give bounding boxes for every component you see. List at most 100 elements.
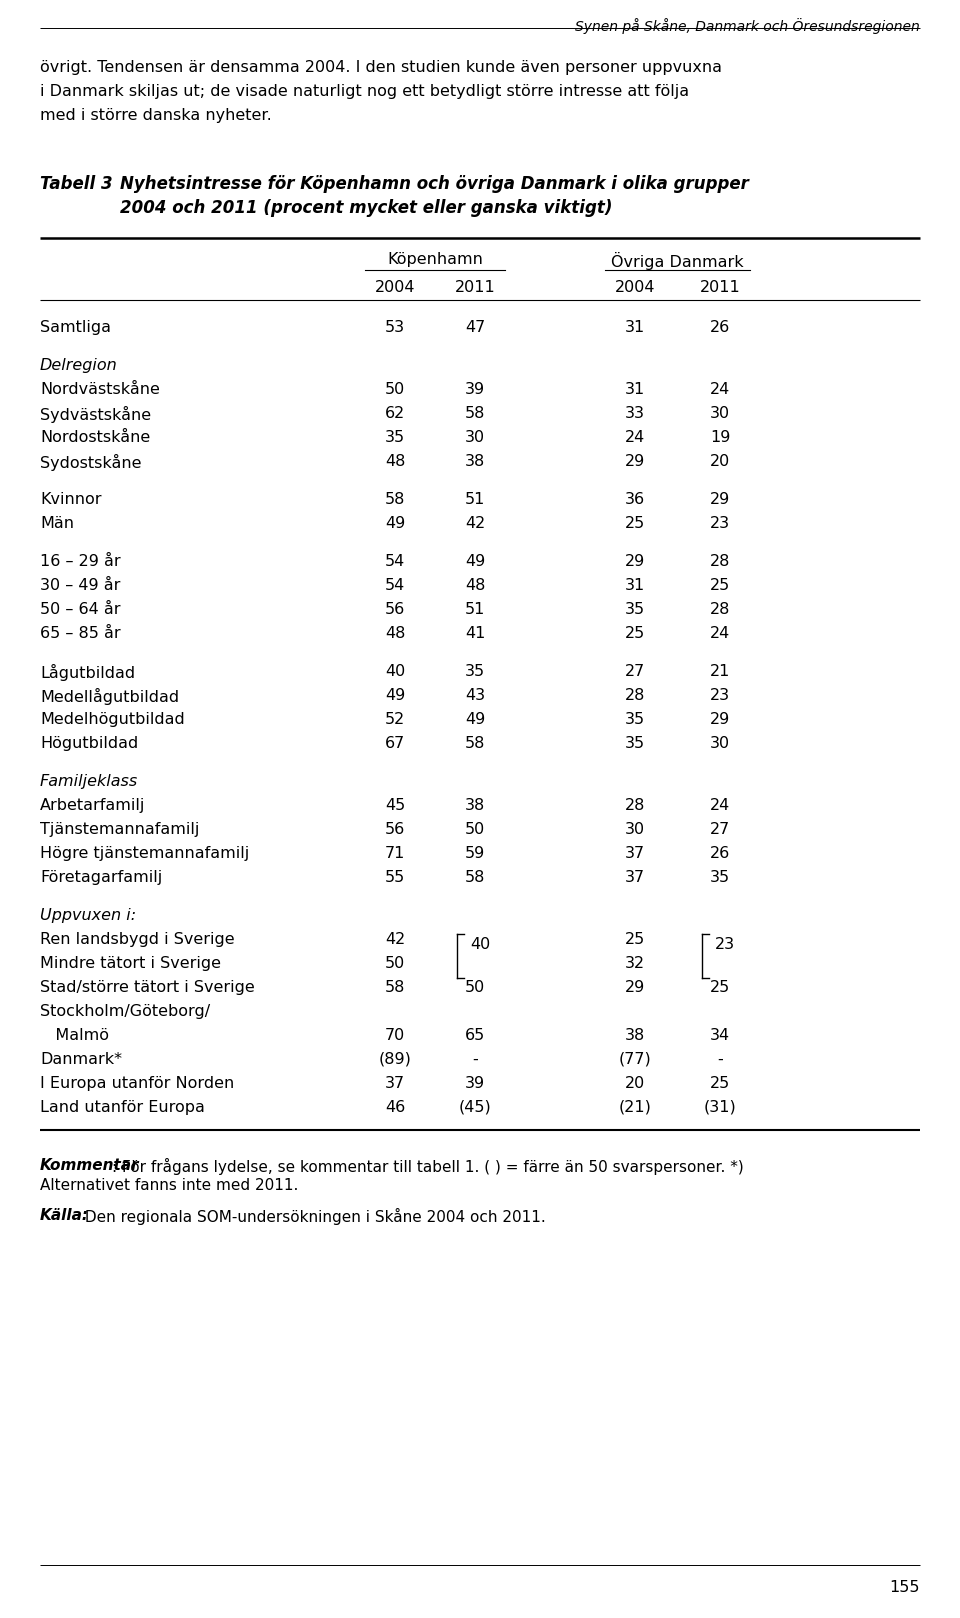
Text: 23: 23 <box>710 516 730 531</box>
Text: 48: 48 <box>385 455 405 469</box>
Text: Synen på Skåne, Danmark och Öresundsregionen: Synen på Skåne, Danmark och Öresundsregi… <box>575 18 920 34</box>
Text: 2004: 2004 <box>614 280 656 294</box>
Text: 2011: 2011 <box>455 280 495 294</box>
Text: Högre tjänstemannafamilj: Högre tjänstemannafamilj <box>40 846 250 861</box>
Text: 26: 26 <box>709 846 731 861</box>
Text: 38: 38 <box>465 455 485 469</box>
Text: 20: 20 <box>709 455 731 469</box>
Text: 35: 35 <box>465 663 485 680</box>
Text: -: - <box>717 1052 723 1066</box>
Text: 21: 21 <box>709 663 731 680</box>
Text: -: - <box>472 1052 478 1066</box>
Text: 25: 25 <box>625 626 645 641</box>
Text: 36: 36 <box>625 492 645 506</box>
Text: 49: 49 <box>385 516 405 531</box>
Text: 67: 67 <box>385 736 405 751</box>
Text: 49: 49 <box>465 712 485 726</box>
Text: (77): (77) <box>618 1052 652 1066</box>
Text: 40: 40 <box>385 663 405 680</box>
Text: 27: 27 <box>625 663 645 680</box>
Text: 30: 30 <box>465 430 485 445</box>
Text: 59: 59 <box>465 846 485 861</box>
Text: (31): (31) <box>704 1100 736 1115</box>
Text: Den regionala SOM-undersökningen i Skåne 2004 och 2011.: Den regionala SOM-undersökningen i Skåne… <box>80 1209 545 1225</box>
Text: 24: 24 <box>709 382 731 396</box>
Text: 54: 54 <box>385 578 405 594</box>
Text: 2011: 2011 <box>700 280 740 294</box>
Text: Högutbildad: Högutbildad <box>40 736 138 751</box>
Text: 30: 30 <box>710 406 730 421</box>
Text: 25: 25 <box>625 932 645 947</box>
Text: Män: Män <box>40 516 74 531</box>
Text: 28: 28 <box>709 602 731 616</box>
Text: 45: 45 <box>385 798 405 812</box>
Text: 35: 35 <box>625 736 645 751</box>
Text: i Danmark skiljas ut; de visade naturligt nog ett betydligt större intresse att : i Danmark skiljas ut; de visade naturlig… <box>40 84 689 99</box>
Text: 29: 29 <box>625 455 645 469</box>
Text: Medelhögutbildad: Medelhögutbildad <box>40 712 184 726</box>
Text: 58: 58 <box>465 870 485 885</box>
Text: Ren landsbygd i Sverige: Ren landsbygd i Sverige <box>40 932 234 947</box>
Text: 28: 28 <box>625 798 645 812</box>
Text: 29: 29 <box>625 981 645 995</box>
Text: 40: 40 <box>469 937 491 951</box>
Text: 65 – 85 år: 65 – 85 år <box>40 626 121 641</box>
Text: 43: 43 <box>465 688 485 702</box>
Text: Land utanför Europa: Land utanför Europa <box>40 1100 204 1115</box>
Text: Lågutbildad: Lågutbildad <box>40 663 135 681</box>
Text: 37: 37 <box>385 1076 405 1091</box>
Text: Köpenhamn: Köpenhamn <box>387 252 483 267</box>
Text: 71: 71 <box>385 846 405 861</box>
Text: 42: 42 <box>385 932 405 947</box>
Text: 25: 25 <box>709 578 731 594</box>
Text: övrigt. Tendensen är densamma 2004. I den studien kunde även personer uppvuxna: övrigt. Tendensen är densamma 2004. I de… <box>40 60 722 74</box>
Text: 37: 37 <box>625 870 645 885</box>
Text: Källa:: Källa: <box>40 1209 89 1223</box>
Text: med i större danska nyheter.: med i större danska nyheter. <box>40 108 272 123</box>
Text: 46: 46 <box>385 1100 405 1115</box>
Text: Tabell 3: Tabell 3 <box>40 175 112 193</box>
Text: 24: 24 <box>709 626 731 641</box>
Text: 2004: 2004 <box>374 280 416 294</box>
Text: 35: 35 <box>625 602 645 616</box>
Text: 56: 56 <box>385 822 405 837</box>
Text: Stockholm/Göteborg/: Stockholm/Göteborg/ <box>40 1005 210 1019</box>
Text: 25: 25 <box>625 516 645 531</box>
Text: 25: 25 <box>709 1076 731 1091</box>
Text: 50: 50 <box>465 981 485 995</box>
Text: Familjeklass: Familjeklass <box>40 773 138 790</box>
Text: Övriga Danmark: Övriga Danmark <box>611 252 743 270</box>
Text: 32: 32 <box>625 956 645 971</box>
Text: : För frågans lydelse, se kommentar till tabell 1. ( ) = färre än 50 svarsperson: : För frågans lydelse, se kommentar till… <box>112 1158 744 1175</box>
Text: 54: 54 <box>385 553 405 570</box>
Text: Nyhetsintresse för Köpenhamn och övriga Danmark i olika grupper: Nyhetsintresse för Köpenhamn och övriga … <box>120 175 749 193</box>
Text: 29: 29 <box>625 553 645 570</box>
Text: 41: 41 <box>465 626 485 641</box>
Text: Alternativet fanns inte med 2011.: Alternativet fanns inte med 2011. <box>40 1178 299 1192</box>
Text: 51: 51 <box>465 602 485 616</box>
Text: Företagarfamilj: Företagarfamilj <box>40 870 162 885</box>
Text: 49: 49 <box>465 553 485 570</box>
Text: 58: 58 <box>385 981 405 995</box>
Text: 29: 29 <box>709 492 731 506</box>
Text: 70: 70 <box>385 1027 405 1044</box>
Text: Mindre tätort i Sverige: Mindre tätort i Sverige <box>40 956 221 971</box>
Text: 24: 24 <box>625 430 645 445</box>
Text: 51: 51 <box>465 492 485 506</box>
Text: Danmark*: Danmark* <box>40 1052 122 1066</box>
Text: Sydostskåne: Sydostskåne <box>40 455 141 471</box>
Text: 35: 35 <box>385 430 405 445</box>
Text: 62: 62 <box>385 406 405 421</box>
Text: 29: 29 <box>709 712 731 726</box>
Text: Nordvästskåne: Nordvästskåne <box>40 382 160 396</box>
Text: 30: 30 <box>625 822 645 837</box>
Text: 50 – 64 år: 50 – 64 år <box>40 602 121 616</box>
Text: 33: 33 <box>625 406 645 421</box>
Text: 31: 31 <box>625 382 645 396</box>
Text: 2004 och 2011 (procent mycket eller ganska viktigt): 2004 och 2011 (procent mycket eller gans… <box>120 199 612 217</box>
Text: 38: 38 <box>465 798 485 812</box>
Text: 30: 30 <box>710 736 730 751</box>
Text: (45): (45) <box>459 1100 492 1115</box>
Text: 37: 37 <box>625 846 645 861</box>
Text: (89): (89) <box>378 1052 412 1066</box>
